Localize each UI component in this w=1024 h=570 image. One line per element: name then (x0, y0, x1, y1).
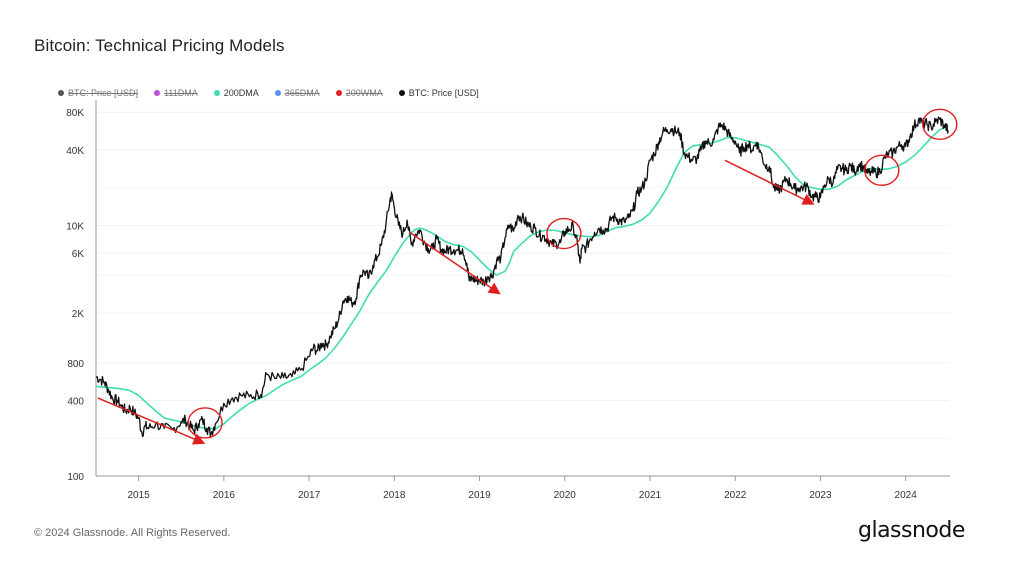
x-tick-label: 2022 (724, 490, 747, 501)
legend-swatch (213, 90, 220, 96)
highlight-circle (922, 108, 958, 140)
highlight-circle (546, 217, 582, 250)
x-tick-label: 2024 (895, 490, 918, 501)
legend-item-1[interactable]: 111DMA (154, 88, 198, 98)
x-tick-label: 2017 (298, 490, 321, 501)
downtrend-arrow (97, 397, 206, 445)
y-tick-label: 2K (72, 309, 85, 320)
legend-swatch (58, 90, 64, 96)
y-tick-label: 800 (67, 359, 84, 370)
legend-label: 200DMA (223, 88, 259, 98)
y-tick-label: 40K (66, 146, 84, 157)
copyright-text: © 2024 Glassnode. All Rights Reserved. (34, 527, 231, 539)
legend-item-0[interactable]: BTC: Price [USD] (58, 88, 138, 98)
x-tick-label: 2020 (554, 490, 577, 501)
y-tick-label: 6K (72, 249, 85, 260)
glassnode-logo: glassnode (858, 518, 965, 543)
x-tick-label: 2018 (383, 490, 406, 501)
legend-item-5[interactable]: BTC: Price [USD] (398, 88, 479, 98)
x-tick-label: 2016 (213, 490, 236, 501)
legend-label: 365DMA (284, 88, 320, 98)
downtrend-arrow (724, 159, 815, 205)
x-tick-label: 2019 (468, 490, 491, 501)
y-tick-label: 80K (66, 108, 84, 119)
legend-item-3[interactable]: 365DMA (274, 88, 320, 98)
legend-swatch (398, 90, 405, 96)
series-line-btc-price (95, 116, 949, 438)
x-tick-label: 2023 (809, 490, 832, 501)
y-tick-label: 10K (66, 221, 84, 232)
legend-label: BTC: Price [USD] (68, 88, 139, 98)
legend-item-2[interactable]: 200DMA (213, 88, 259, 98)
legend-swatch (335, 90, 342, 96)
legend-label: 111DMA (164, 88, 198, 98)
chart-legend: BTC: Price [USD] 111DMA 200DMA 365DMA 200WMA… (58, 87, 495, 99)
series-line-200dma (95, 125, 949, 430)
legend-label: BTC: Price [USD] (408, 88, 479, 98)
legend-label: 200WMA (345, 88, 383, 98)
x-tick-label: 2021 (639, 490, 662, 501)
legend-item-4[interactable]: 200WMA (335, 88, 383, 98)
y-tick-label: 400 (67, 397, 84, 408)
x-tick-label: 2015 (127, 490, 150, 501)
highlight-circle (864, 154, 900, 186)
downtrend-arrow (409, 231, 501, 295)
y-tick-label: 100 (67, 472, 84, 483)
chart-title: Bitcoin: Technical Pricing Models (34, 36, 285, 55)
legend-swatch (154, 90, 161, 96)
highlight-circle (187, 407, 223, 439)
legend-swatch (274, 90, 281, 96)
